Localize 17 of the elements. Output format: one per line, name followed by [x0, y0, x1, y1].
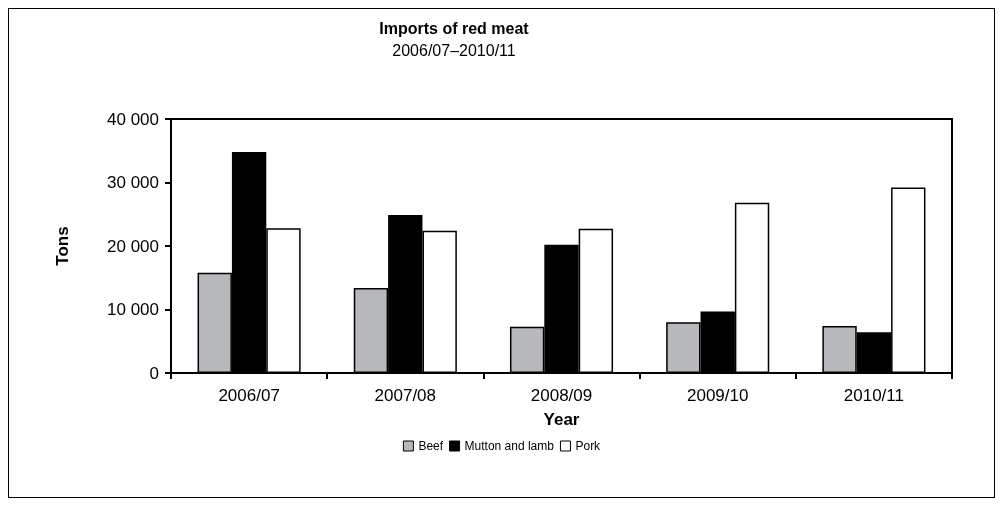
x-tick-label: 2009/10 — [686, 386, 749, 405]
x-tick-label: 2008/09 — [530, 386, 593, 405]
y-tick-label: 30 000 — [107, 173, 159, 192]
x-tick-label: 2006/07 — [218, 386, 280, 405]
y-tick-label: 0 — [149, 363, 159, 383]
legend-label: Beef — [418, 439, 444, 453]
chart-subtitle: 2006/07–2010/11 — [392, 41, 516, 59]
legend-label: Mutton and lamb — [464, 439, 555, 453]
y-tick-label: 10 000 — [107, 300, 159, 319]
y-tick-label: 40 000 — [107, 109, 159, 129]
chart-title: Imports of red meat — [379, 19, 530, 37]
y-tick-label: 20 000 — [107, 236, 159, 256]
legend-label: Pork — [575, 439, 602, 453]
x-tick-label: 2010/11 — [843, 386, 904, 405]
x-tick-label: 2007/08 — [374, 386, 437, 405]
x-axis-title: Year — [543, 410, 580, 429]
y-axis-title: Tons — [53, 226, 72, 266]
